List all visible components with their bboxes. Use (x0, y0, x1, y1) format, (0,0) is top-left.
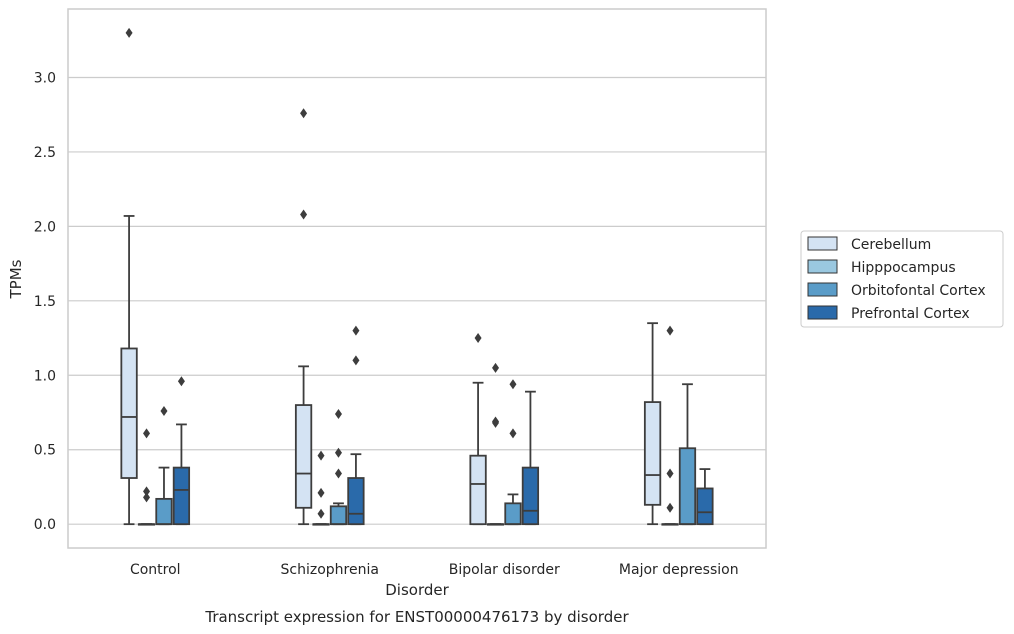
outlier-point (352, 325, 360, 336)
legend: Cerebellum Hipppocampus Orbitofontal Corte… (800, 230, 1004, 328)
y-tick-label: 0.0 (34, 517, 56, 533)
box-2-0 (155, 406, 173, 526)
box-1-0 (137, 428, 156, 526)
outlier-point (666, 325, 674, 336)
outlier-point (300, 108, 308, 119)
box-2-3 (678, 383, 697, 526)
y-tick-label: 3.0 (34, 70, 56, 86)
box-body (696, 487, 714, 526)
legend-swatch (807, 282, 838, 297)
x-tick-label: Bipolar disorder (449, 562, 560, 578)
box-body (678, 447, 697, 526)
outlier-point (334, 447, 342, 458)
outlier-point (143, 492, 151, 503)
legend-swatch (807, 305, 838, 320)
boxes (120, 27, 714, 526)
y-tick-label: 0.5 (34, 443, 56, 459)
outlier-point (317, 508, 325, 519)
outlier-point (334, 468, 342, 479)
outlier-point (666, 502, 674, 513)
box-0-1 (294, 108, 313, 526)
box-body (294, 404, 313, 509)
outlier-point (317, 450, 325, 461)
legend-label: Hipppocampus (851, 260, 956, 276)
outlier-point (492, 417, 500, 428)
y-tick-label: 1.0 (34, 368, 56, 384)
x-axis-ticks: Control Schizophrenia Bipolar disorder Majo… (130, 562, 739, 578)
gridlines (68, 76, 766, 525)
y-axis-label: TPMs (7, 259, 25, 299)
x-tick-label: Schizophrenia (281, 562, 379, 578)
box-3-3 (696, 468, 714, 526)
y-tick-label: 1.5 (34, 294, 56, 310)
box-body (329, 505, 348, 526)
box-1-2 (486, 362, 505, 526)
box-0-3 (643, 322, 662, 526)
outlier-point (666, 468, 674, 479)
box-body (504, 502, 522, 526)
outlier-point (177, 376, 185, 387)
box-1-3 (661, 325, 679, 526)
box-body (347, 477, 365, 526)
outlier-point (160, 406, 168, 417)
box-body (120, 347, 138, 479)
outlier-point (317, 487, 325, 498)
box-2-1 (329, 408, 348, 526)
box-0-0 (120, 27, 138, 526)
box-body (469, 454, 487, 526)
outlier-point (334, 408, 342, 419)
outlier-point (352, 355, 360, 366)
legend-frame (800, 230, 1004, 328)
box-2-2 (504, 379, 522, 526)
outlier-point (492, 362, 500, 373)
outlier-point (474, 333, 482, 344)
x-axis-label: Disorder (385, 581, 449, 599)
outlier-point (143, 486, 151, 497)
legend-swatch (807, 259, 838, 274)
legend-label: Cerebellum (851, 237, 931, 253)
outlier-point (300, 209, 308, 220)
legend-label: Prefrontal Cortex (851, 306, 970, 322)
legend-swatch (807, 236, 838, 251)
box-body (521, 466, 540, 526)
x-tick-label: Major depression (619, 562, 739, 578)
box-0-2 (469, 333, 487, 526)
box-3-1 (347, 325, 365, 526)
outlier-point (143, 428, 151, 439)
box-3-2 (521, 390, 540, 526)
box-body (643, 401, 662, 506)
box-3-0 (172, 376, 191, 526)
outlier-point (509, 379, 517, 390)
outlier-point (509, 428, 517, 439)
chart-caption: Transcript expression for ENST0000047617… (204, 608, 629, 626)
y-tick-label: 2.5 (34, 145, 56, 161)
plot-frame (67, 8, 767, 549)
box-body (172, 466, 191, 526)
legend-label: Orbitofontal Cortex (851, 283, 986, 299)
x-tick-label: Control (130, 562, 181, 578)
outlier-point (125, 27, 133, 38)
box-1-1 (312, 450, 330, 526)
box-body (155, 497, 173, 526)
y-tick-label: 2.0 (34, 219, 56, 235)
y-axis-ticks: 0.0 0.5 1.0 1.5 2.0 2.5 3.0 (34, 70, 56, 533)
